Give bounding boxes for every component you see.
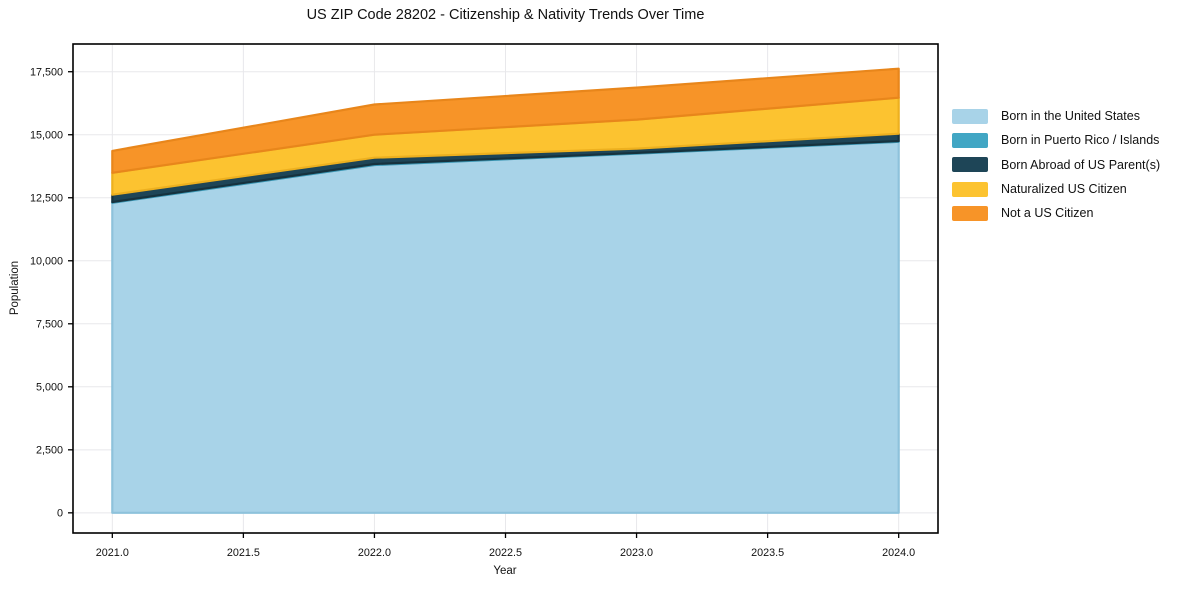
svg-text:5,000: 5,000 — [36, 382, 63, 394]
svg-text:2021.5: 2021.5 — [227, 547, 260, 559]
legend-swatch-not-citizen — [952, 205, 988, 221]
legend-label-puerto-rico: Born in Puerto Rico / Islands — [1001, 133, 1160, 148]
legend-swatch-naturalized — [952, 181, 988, 197]
legend-label-born-us: Born in the United States — [1001, 109, 1140, 124]
svg-text:15,000: 15,000 — [30, 130, 63, 142]
svg-text:2023.0: 2023.0 — [620, 547, 653, 559]
svg-text:10,000: 10,000 — [30, 256, 63, 268]
x-axis-label: Year — [493, 565, 517, 577]
svg-text:7,500: 7,500 — [36, 319, 63, 331]
svg-text:2,500: 2,500 — [36, 445, 63, 457]
svg-text:12,500: 12,500 — [30, 193, 63, 205]
legend-item-born-us: Born in the United States — [952, 104, 1160, 128]
svg-text:2023.5: 2023.5 — [751, 547, 784, 559]
legend-label-naturalized: Naturalized US Citizen — [1001, 182, 1127, 197]
svg-text:2022.5: 2022.5 — [489, 547, 522, 559]
legend-item-naturalized: Naturalized US Citizen — [952, 177, 1160, 201]
legend-item-not-citizen: Not a US Citizen — [952, 201, 1160, 225]
legend-swatch-born-abroad — [952, 157, 988, 173]
legend-swatch-puerto-rico — [952, 132, 988, 148]
svg-text:2022.0: 2022.0 — [358, 547, 391, 559]
chart-title: US ZIP Code 28202 - Citizenship & Nativi… — [306, 7, 705, 23]
legend-item-puerto-rico: Born in Puerto Rico / Islands — [952, 128, 1160, 152]
svg-text:0: 0 — [57, 508, 63, 520]
legend-item-born-abroad: Born Abroad of US Parent(s) — [952, 153, 1160, 177]
legend: Born in the United States Born in Puerto… — [952, 104, 1160, 225]
y-axis-label: Population — [9, 260, 21, 316]
svg-text:2024.0: 2024.0 — [882, 547, 915, 559]
legend-label-born-abroad: Born Abroad of US Parent(s) — [1001, 157, 1161, 172]
svg-text:2021.0: 2021.0 — [96, 547, 129, 559]
svg-text:17,500: 17,500 — [30, 67, 63, 79]
legend-label-not-citizen: Not a US Citizen — [1001, 206, 1094, 221]
legend-swatch-born-us — [952, 108, 988, 124]
